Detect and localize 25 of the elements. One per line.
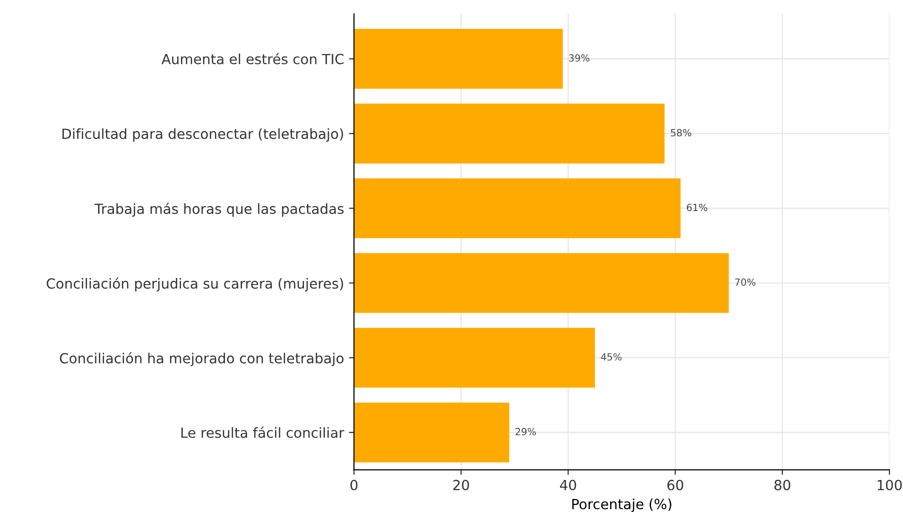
x-tick-label: 100 [878, 480, 902, 490]
y-tick-label: Le resulta fácil conciliar [181, 426, 344, 438]
data-label: 61% [686, 204, 708, 212]
y-tick-label: Conciliación ha mejorado con teletrabajo [60, 352, 344, 366]
bar [354, 253, 729, 313]
bar [354, 328, 595, 388]
x-tick-label: 60 [667, 480, 684, 490]
bar [354, 104, 665, 164]
bar [354, 28, 563, 89]
x-tick-label: 80 [774, 480, 790, 490]
x-axis-title: Porcentaje (%) [572, 498, 672, 512]
x-tick-label: 0 [350, 480, 358, 490]
data-label: 39% [569, 54, 590, 62]
data-label: 58% [670, 129, 692, 136]
x-tick-label: 20 [453, 480, 469, 490]
y-tick-label: Dificultad para desconectar (teletrabajo) [62, 128, 344, 142]
data-label: 29% [516, 428, 536, 436]
y-tick-label: Aumenta el estrés con TIC [162, 52, 344, 64]
bar [354, 402, 510, 462]
data-label: 70% [735, 278, 756, 286]
bar [354, 178, 681, 238]
data-label: 45% [600, 353, 622, 361]
x-tick-label: 40 [560, 480, 576, 490]
y-tick-label: Conciliación perjudica su carrera (mujeres) [46, 277, 344, 292]
y-tick-label: Trabaja más horas que las pactadas [94, 202, 344, 217]
